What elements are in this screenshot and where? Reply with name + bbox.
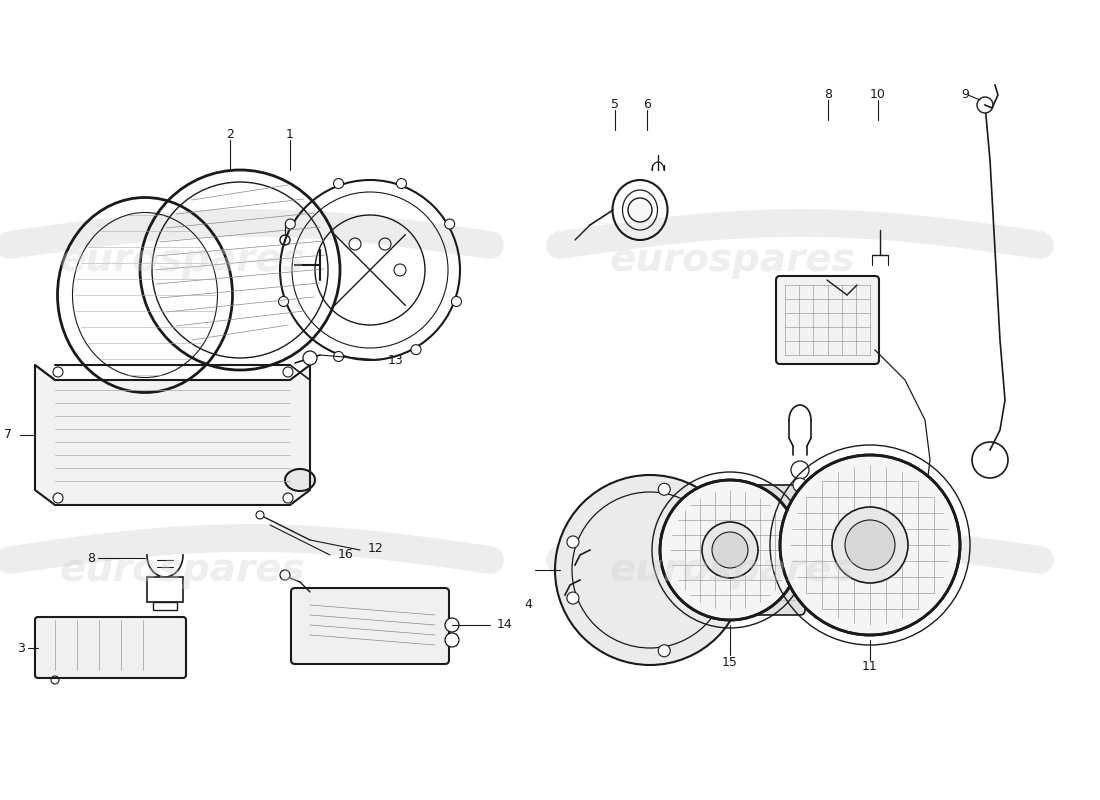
Text: 8: 8 <box>824 89 832 102</box>
Text: 2: 2 <box>227 129 234 142</box>
Ellipse shape <box>285 469 315 491</box>
Text: 11: 11 <box>862 661 878 674</box>
Text: eurospares: eurospares <box>610 551 856 589</box>
Circle shape <box>977 97 993 113</box>
Circle shape <box>411 345 421 354</box>
Circle shape <box>283 493 293 503</box>
Text: eurospares: eurospares <box>610 241 856 279</box>
Text: 16: 16 <box>338 549 354 562</box>
Circle shape <box>302 351 317 365</box>
Text: eurospares: eurospares <box>60 551 306 589</box>
Circle shape <box>658 483 670 495</box>
Circle shape <box>566 536 579 548</box>
Circle shape <box>712 532 748 568</box>
Circle shape <box>722 592 733 604</box>
FancyBboxPatch shape <box>776 276 879 364</box>
Text: 12: 12 <box>368 542 384 554</box>
FancyBboxPatch shape <box>35 617 186 678</box>
FancyBboxPatch shape <box>292 588 449 664</box>
Circle shape <box>628 198 652 222</box>
Circle shape <box>333 178 343 189</box>
Polygon shape <box>35 365 310 505</box>
Circle shape <box>446 633 459 647</box>
Text: 13: 13 <box>388 354 404 366</box>
Circle shape <box>256 511 264 519</box>
Bar <box>153 602 177 610</box>
Circle shape <box>53 493 63 503</box>
Text: 15: 15 <box>722 655 738 669</box>
Circle shape <box>658 645 670 657</box>
Circle shape <box>702 522 758 578</box>
Circle shape <box>451 297 462 306</box>
Circle shape <box>283 367 293 377</box>
Text: 9: 9 <box>961 89 969 102</box>
Text: 7: 7 <box>4 429 12 442</box>
Circle shape <box>285 219 295 229</box>
Circle shape <box>795 492 805 502</box>
Circle shape <box>832 507 908 583</box>
Circle shape <box>780 455 960 635</box>
Text: eurospares: eurospares <box>60 241 306 279</box>
Text: 3: 3 <box>18 642 25 654</box>
Circle shape <box>566 592 579 604</box>
Circle shape <box>278 297 288 306</box>
Circle shape <box>556 475 745 665</box>
Circle shape <box>845 520 895 570</box>
Circle shape <box>444 219 454 229</box>
Text: 1: 1 <box>286 129 294 142</box>
Circle shape <box>793 478 807 492</box>
Text: 8: 8 <box>87 551 95 565</box>
Text: 10: 10 <box>870 89 886 102</box>
Circle shape <box>722 536 733 548</box>
Bar <box>147 577 183 602</box>
Circle shape <box>791 461 808 479</box>
FancyBboxPatch shape <box>735 485 805 615</box>
Circle shape <box>446 618 459 632</box>
Text: 6: 6 <box>644 98 651 111</box>
Text: 4: 4 <box>524 598 532 611</box>
Text: 5: 5 <box>610 98 619 111</box>
Circle shape <box>660 480 800 620</box>
Circle shape <box>396 178 407 189</box>
Circle shape <box>53 367 63 377</box>
Text: 14: 14 <box>497 618 513 631</box>
Circle shape <box>333 351 343 362</box>
